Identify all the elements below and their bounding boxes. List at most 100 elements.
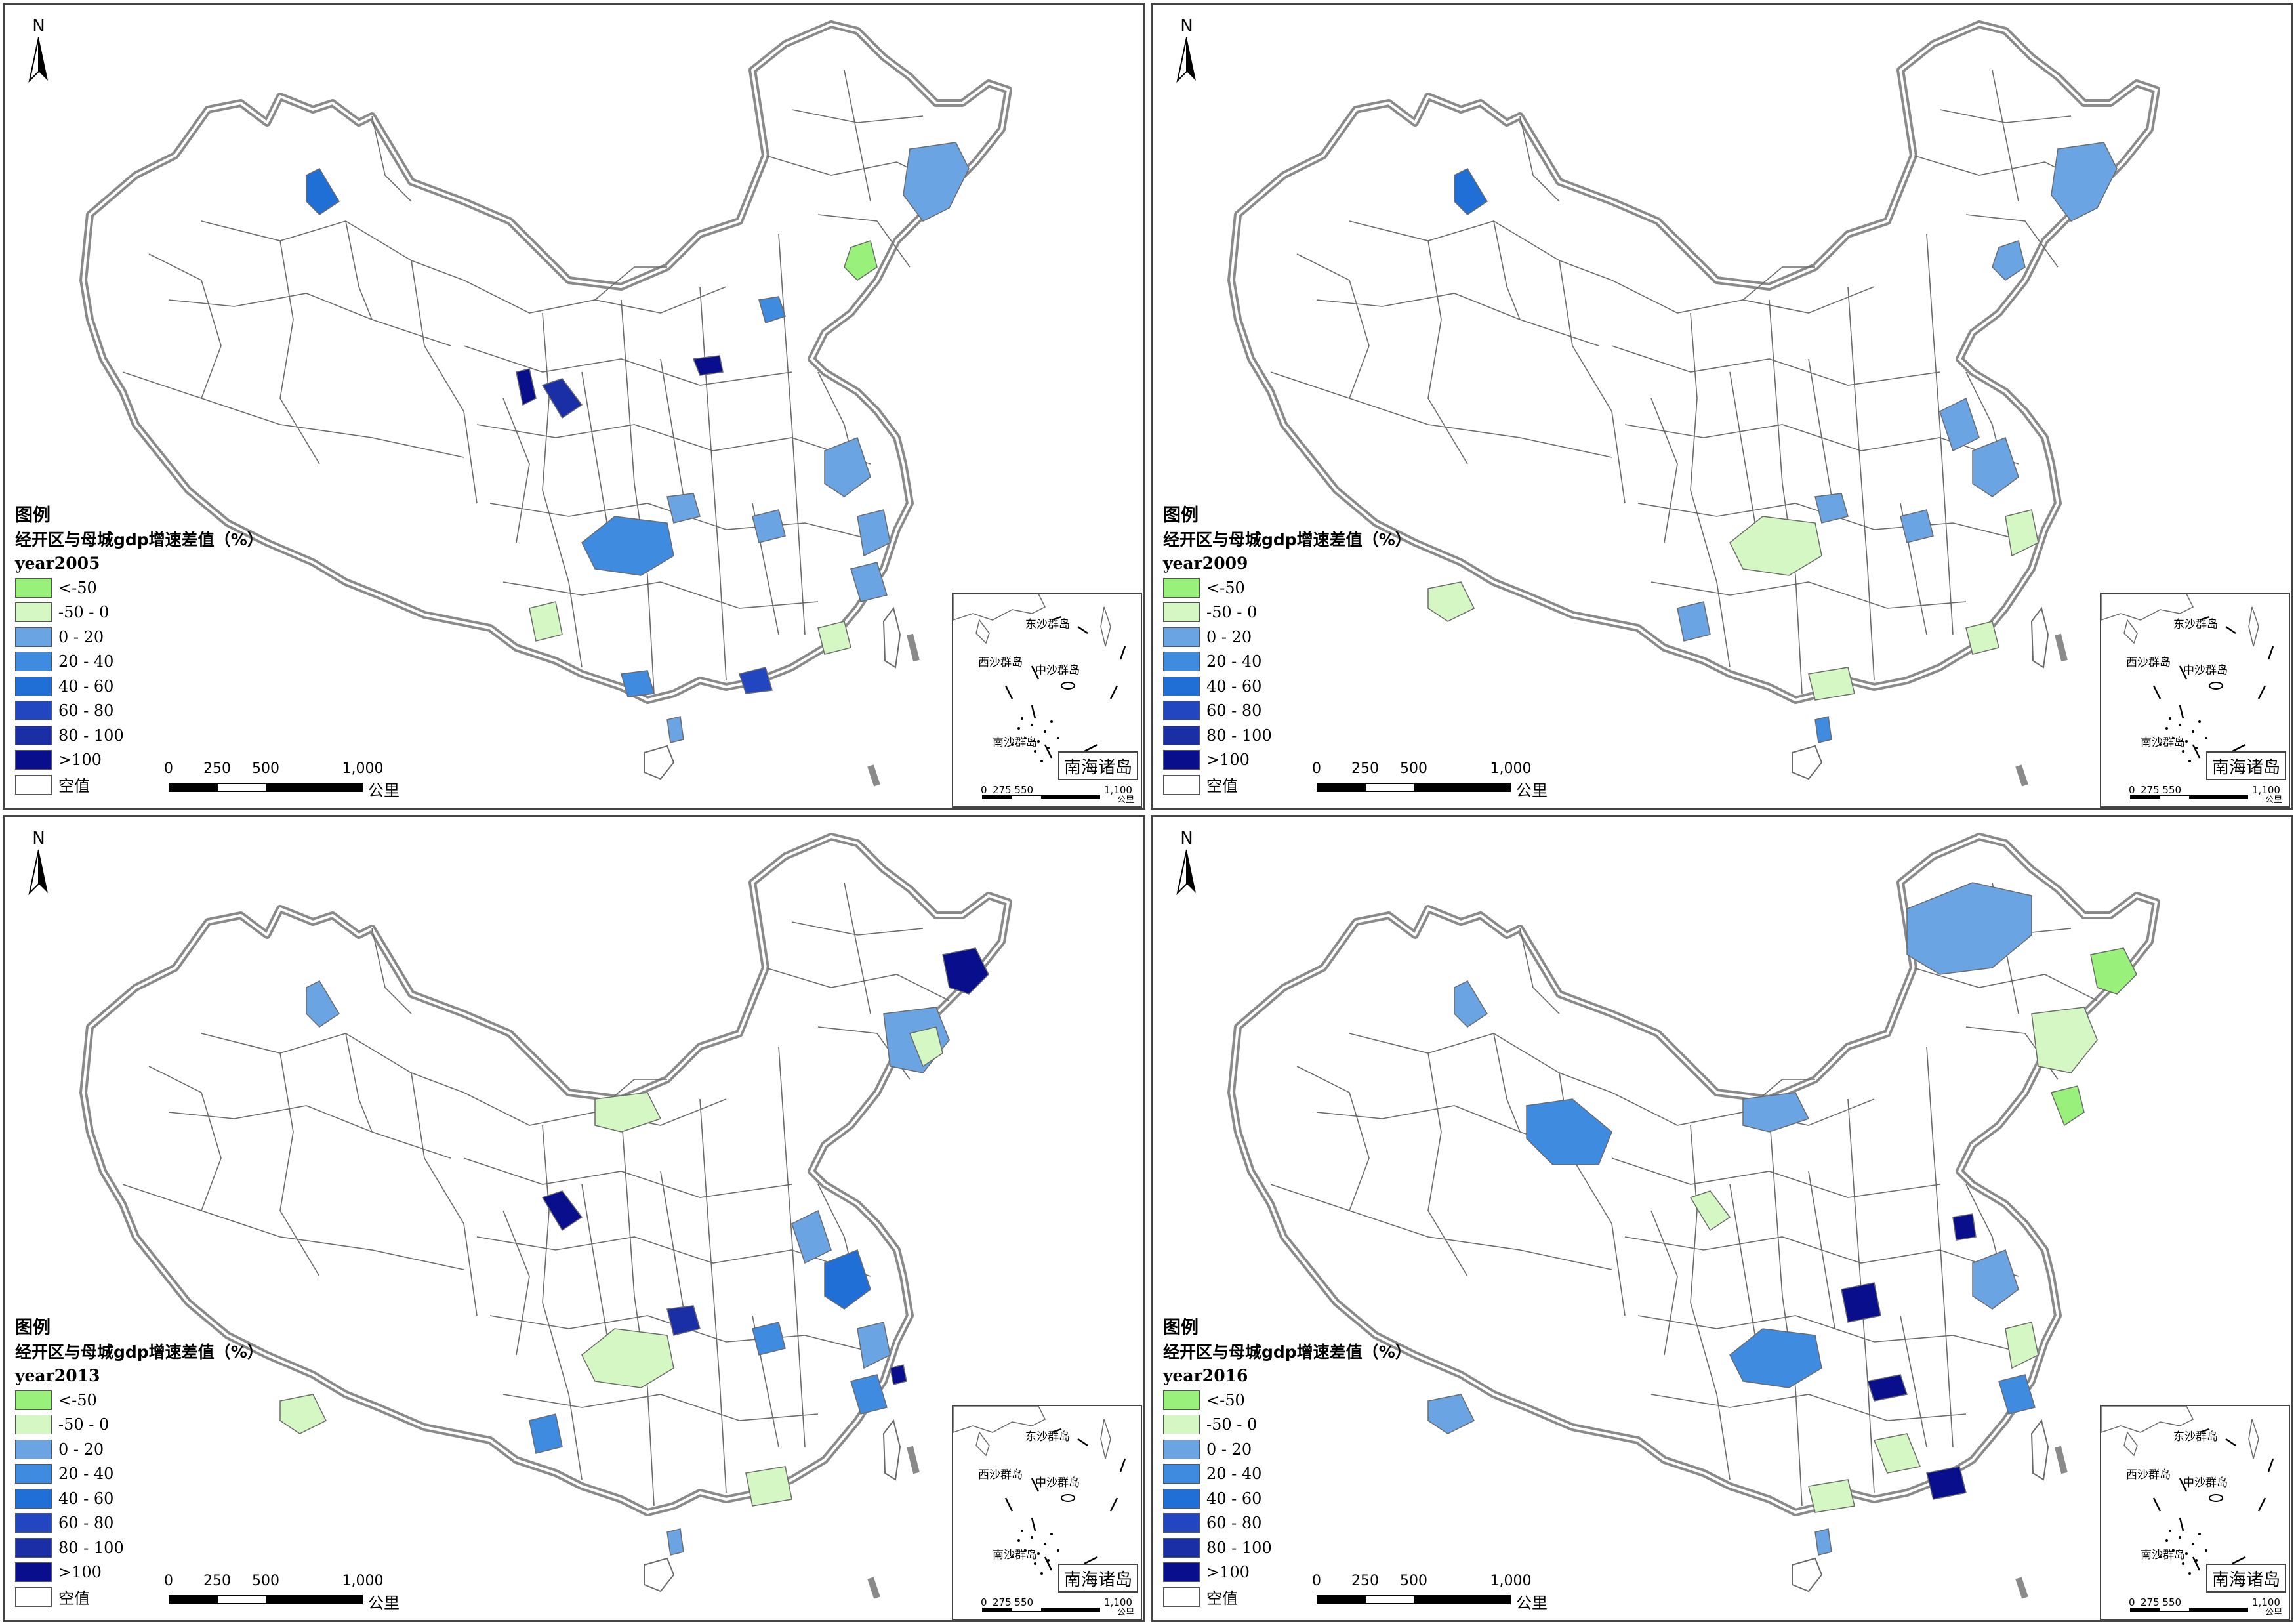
legend-swatch — [1163, 1513, 1200, 1533]
legend-swatch — [1163, 1439, 1200, 1459]
legend-swatch — [1163, 676, 1200, 696]
scale-bar-graphic — [169, 783, 363, 792]
legend-swatch — [1163, 701, 1200, 721]
scale-tick: 250 — [1351, 1573, 1379, 1589]
scale-unit: 公里 — [368, 1594, 400, 1612]
legend-item: 20 - 40 — [15, 650, 356, 675]
map-panel-2016: N 图例 经开区与母城gdp增速差值（%） year2016 <-50 -50 -… — [1151, 815, 2293, 1622]
legend-item: <-50 — [1163, 575, 1504, 600]
scale-ticks: 0 250 500 1,000 — [1312, 1573, 1579, 1593]
scale-tick: 250 — [203, 1573, 231, 1589]
legend-label: 0 - 20 — [1206, 1440, 1252, 1459]
legend-label: 60 - 80 — [1206, 701, 1262, 720]
inset-scale-unit: 公里 — [1117, 795, 1135, 805]
legend-label: <-50 — [58, 578, 97, 597]
legend-swatch — [15, 725, 52, 745]
north-label: N — [1180, 829, 1193, 848]
legend-item: 80 - 100 — [1163, 1535, 1504, 1560]
region-heilongjiang-east — [942, 947, 989, 995]
inset-label-zhongsha: 中沙群岛 — [1035, 664, 1080, 677]
legend-subtitle: 经开区与母城gdp增速差值（%） — [15, 1343, 264, 1362]
region-baotou — [692, 355, 724, 376]
region-nanning — [621, 670, 655, 697]
region-zhejiang — [1998, 1374, 2036, 1415]
legend-subtitle: 经开区与母城gdp增速差值（%） — [1163, 1343, 1412, 1362]
inset-label-zhongsha: 中沙群岛 — [1035, 1476, 1080, 1489]
legend-item: 60 - 80 — [15, 699, 356, 724]
region-urumqi — [306, 168, 340, 215]
region-jiangxi — [1926, 1466, 1967, 1500]
scale-tick: 1,000 — [342, 760, 384, 777]
legend-item: -50 - 0 — [1163, 1413, 1504, 1438]
legend-label: <-50 — [58, 1390, 97, 1409]
region-guangxi — [1808, 1479, 1855, 1513]
legend-label: 80 - 100 — [58, 726, 124, 745]
taiwan-boundary — [2055, 633, 2068, 662]
inset-label-dongsha: 东沙群岛 — [1025, 1430, 1070, 1444]
region-layer — [1427, 142, 2118, 743]
legend-item: <-50 — [15, 1388, 356, 1413]
legend-swatch — [1163, 1562, 1200, 1583]
hainan-island — [1792, 1557, 1823, 1593]
legend-item: 0 - 20 — [1163, 1437, 1504, 1462]
south-sea-boundary — [867, 764, 880, 787]
country-outline-inner — [82, 835, 1010, 1514]
region-shandong — [1972, 1249, 2019, 1310]
country-outline-inner — [1230, 835, 2158, 1514]
legend-label: 40 - 60 — [58, 677, 114, 696]
region-urumqi — [306, 980, 340, 1028]
region-haikou — [1814, 716, 1832, 743]
admin-boundaries — [1270, 70, 2098, 694]
legend-label: <-50 — [1206, 578, 1245, 597]
south-sea-boundary — [867, 1577, 880, 1599]
legend-item: 60 - 80 — [15, 1511, 356, 1536]
region-layer — [1427, 882, 2137, 1556]
inset-title: 南海诸岛 — [2206, 1564, 2286, 1593]
legend-item: 40 - 60 — [15, 674, 356, 699]
region-liaoning-coast — [1992, 240, 2026, 281]
region-jiangsu — [857, 1322, 891, 1369]
region-chengdu — [1729, 1328, 1822, 1388]
scale-tick: 0 — [164, 1573, 173, 1589]
map-panel-2005: N 图例 经开区与母城gdp增速差值（%） year2005 <-50 -50 -… — [3, 3, 1145, 810]
legend-item: <-50 — [1163, 1388, 1504, 1413]
north-label: N — [1180, 16, 1193, 36]
region-guangzhou — [739, 667, 773, 694]
legend-items: <-50 -50 - 0 0 - 20 20 - 40 40 - 60 60 - 80 80… — [15, 1388, 356, 1610]
region-haikou — [1814, 1528, 1832, 1556]
legend-swatch — [1163, 602, 1200, 623]
legend-items: <-50 -50 - 0 0 - 20 20 - 40 40 - 60 60 - 80 80… — [1163, 1388, 1504, 1610]
legend-swatch — [15, 1537, 52, 1558]
legend-item: 20 - 40 — [15, 1462, 356, 1487]
legend-label: 80 - 100 — [1206, 1538, 1272, 1557]
legend-item: -50 - 0 — [1163, 600, 1504, 625]
legend-swatch — [15, 774, 52, 795]
inset-label-dongsha: 东沙群岛 — [2173, 1430, 2218, 1444]
scale-tick: 500 — [252, 760, 279, 777]
inset-label-xisha: 西沙群岛 — [2126, 1468, 2171, 1482]
region-liaoning-coast — [844, 240, 878, 281]
region-lanzhou — [541, 1190, 583, 1232]
region-xian — [666, 493, 701, 524]
region-jiangsu — [857, 509, 891, 557]
legend-label: >100 — [58, 751, 102, 770]
china-map — [1227, 20, 2160, 787]
inset-scale: 0 275 550 1,100 公里 — [979, 1596, 1137, 1617]
scale-tick: 250 — [1351, 760, 1379, 777]
region-zhejiang — [850, 1374, 888, 1415]
legend-swatch — [1163, 1415, 1200, 1435]
legend-label: 40 - 60 — [58, 1489, 114, 1508]
scale-tick: 250 — [203, 760, 231, 777]
hainan-island — [1792, 745, 1823, 780]
legend-item: >100 — [1163, 748, 1504, 773]
legend-swatch — [1163, 725, 1200, 745]
taiwan-island — [2030, 1419, 2049, 1481]
admin-boundaries — [122, 882, 950, 1507]
south-china-sea-inset: 东沙群岛 西沙群岛 中沙群岛 南沙群岛 南海诸岛 0 275 550 1,100… — [2100, 593, 2290, 808]
legend-label: <-50 — [1206, 1390, 1245, 1409]
legend-swatch — [15, 701, 52, 721]
inset-label-nansha: 南沙群岛 — [2141, 1549, 2185, 1562]
inset-map — [2101, 1406, 2274, 1575]
scale-tick: 500 — [1400, 760, 1427, 777]
inset-label-xisha: 西沙群岛 — [978, 1468, 1023, 1482]
